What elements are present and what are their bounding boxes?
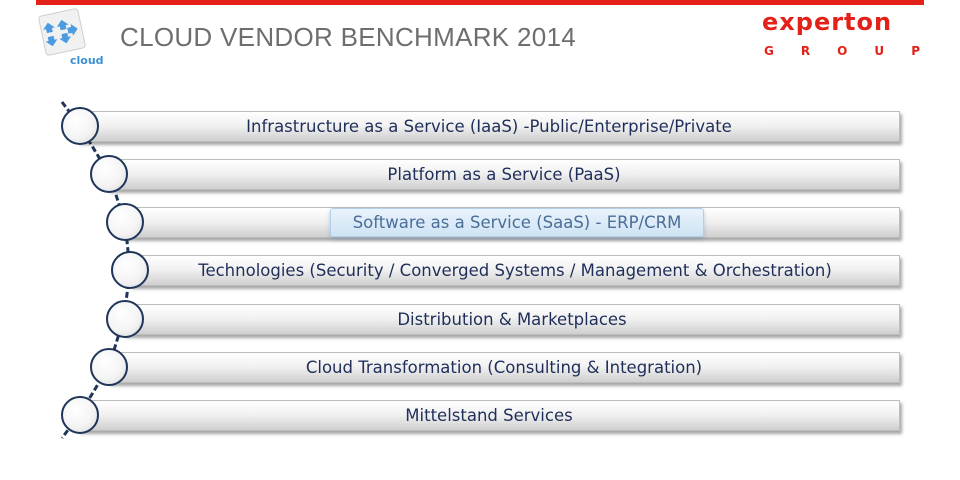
list-item-saas: Software as a Service (SaaS) - ERP/CRM [124, 207, 900, 238]
bullet-circle [90, 348, 128, 386]
logo-label: cloud [70, 54, 104, 67]
bullet-circle [106, 300, 144, 338]
brand-sub-letter: U [874, 44, 885, 58]
brand-sub-letter: P [911, 44, 920, 58]
page-title: CLOUD VENDOR BENCHMARK 2014 [120, 22, 576, 52]
list-item-label: Technologies (Security / Converged Syste… [198, 261, 832, 280]
list-item-technologies: Technologies (Security / Converged Syste… [130, 255, 900, 286]
list-item-label: Infrastructure as a Service (IaaS) -Publ… [246, 117, 732, 136]
brand-name: experton [762, 8, 893, 36]
cloud-logo: cloud [34, 8, 106, 67]
list-item-iaas: Infrastructure as a Service (IaaS) -Publ… [78, 111, 900, 142]
list-item-label: Distribution & Marketplaces [397, 310, 627, 329]
list-item-label: Platform as a Service (PaaS) [387, 165, 621, 184]
brand-sub-letter: R [800, 44, 811, 58]
brand-sub-letter: G [764, 44, 774, 58]
cloud-arrows-icon [38, 8, 86, 56]
list-item-label: Mittelstand Services [405, 406, 573, 425]
bullet-circle [61, 107, 99, 145]
list-item-distribution: Distribution & Marketplaces [124, 304, 900, 335]
list-item-label: Cloud Transformation (Consulting & Integ… [305, 358, 703, 377]
brand-sub-letter: O [837, 44, 848, 58]
brand-logo: experton G R O U P [762, 8, 922, 66]
bullet-circle [106, 203, 144, 241]
list-item-mittelstand: Mittelstand Services [78, 400, 900, 431]
bullet-circle [61, 396, 99, 434]
list-item-transformation: Cloud Transformation (Consulting & Integ… [108, 352, 900, 383]
brand-sub: G R O U P [764, 44, 920, 58]
list-item-label: Software as a Service (SaaS) - ERP/CRM [329, 208, 705, 237]
top-accent-bar [36, 0, 924, 5]
list-item-paas: Platform as a Service (PaaS) [108, 159, 900, 190]
bullet-circle [111, 251, 149, 289]
bullet-circle [90, 155, 128, 193]
